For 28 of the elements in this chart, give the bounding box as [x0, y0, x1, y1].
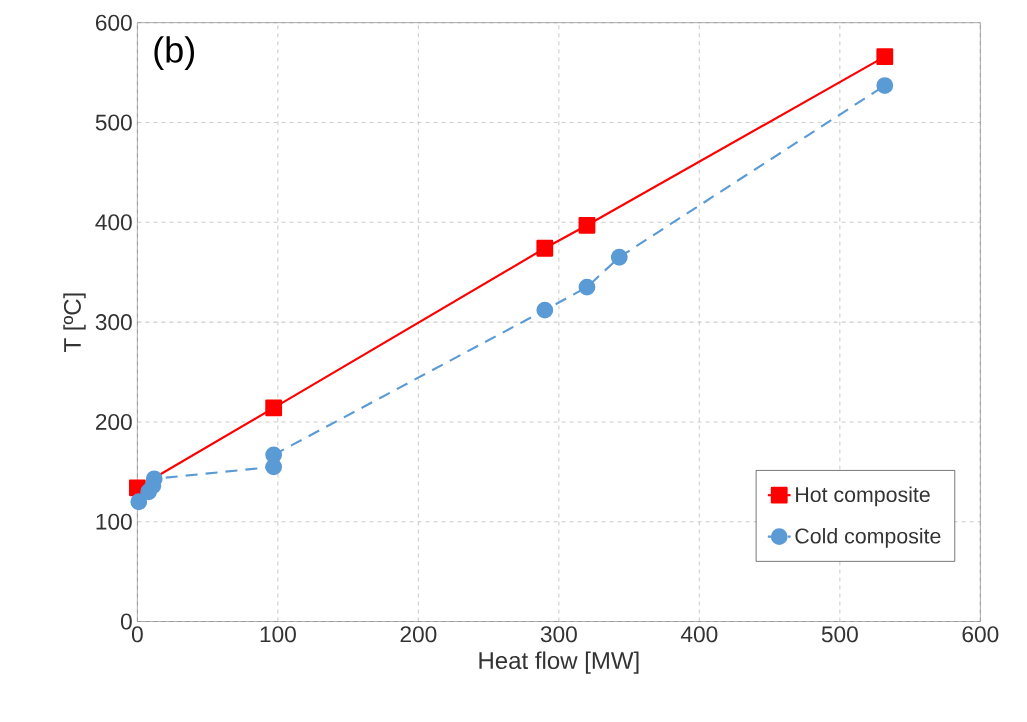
point	[536, 240, 554, 257]
point	[610, 249, 628, 266]
x-tick-label: 400	[680, 626, 718, 643]
point	[578, 217, 596, 234]
y-tick-label: 0	[120, 613, 132, 630]
y-tick-label: 100	[96, 513, 132, 530]
y-axis-title: T [ºC]	[63, 293, 86, 353]
legend-label: Cold composite	[795, 528, 941, 549]
point	[536, 301, 554, 319]
x-axis-title: Heat flow [MW]	[479, 651, 639, 675]
legend-label: Hot composite	[796, 486, 930, 507]
y-tick-label: 600	[95, 14, 132, 31]
point	[265, 399, 283, 417]
point	[130, 493, 148, 511]
x-tick-label: 300	[540, 626, 577, 643]
annotation: (b)	[154, 36, 194, 71]
x-tick-label: 0	[131, 626, 143, 643]
x-tick-label: 200	[400, 626, 437, 643]
y-tick-label: 300	[95, 314, 132, 331]
x-tick-label: 100	[260, 626, 296, 643]
point	[876, 48, 894, 66]
y-tick-label: 500	[95, 114, 132, 131]
y-tick-label: 200	[95, 414, 132, 431]
x-tick-label: 500	[821, 626, 858, 643]
y-tick-label: 400	[95, 214, 132, 231]
point	[578, 278, 596, 296]
point	[876, 77, 894, 95]
x-tick-label: 600	[962, 626, 999, 643]
